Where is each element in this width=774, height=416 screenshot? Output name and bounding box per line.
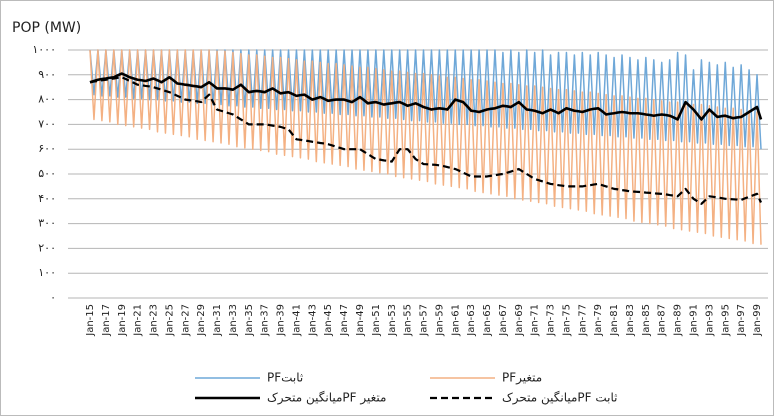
x-tick-label: Jan-17 — [101, 304, 112, 337]
x-tick-label: Jan-67 — [498, 304, 509, 337]
y-tick-label: ۶۰۰ — [38, 142, 56, 155]
x-tick-label: Jan-57 — [419, 304, 430, 337]
x-tick-label: Jan-21 — [133, 304, 144, 337]
x-tick-label: Jan-79 — [593, 304, 604, 337]
x-tick-label: Jan-77 — [577, 304, 588, 337]
x-tick-label: Jan-19 — [117, 304, 128, 337]
y-tick-label: ۴۰۰ — [38, 192, 56, 205]
x-tick-label: Jan-55 — [403, 304, 414, 337]
x-tick-label: Jan-93 — [704, 304, 715, 337]
x-tick-label: Jan-49 — [355, 304, 366, 337]
x-tick-label: Jan-97 — [736, 304, 747, 337]
y-tick-label: ۷۰۰ — [38, 117, 56, 130]
x-tick-label: Jan-27 — [180, 304, 191, 337]
legend-label: متغیر PFمیانگین متحرک — [267, 391, 386, 406]
x-tick-label: Jan-31 — [212, 304, 223, 337]
y-tick-label: ۲۰۰ — [38, 241, 56, 254]
x-tick-label: Jan-37 — [260, 304, 271, 337]
x-tick-label: Jan-29 — [196, 304, 207, 337]
x-tick-label: Jan-43 — [307, 304, 318, 337]
y-tick-label: ۱۰۰ — [38, 266, 56, 279]
y-tick-label: ۵۰۰ — [38, 167, 56, 180]
x-tick-label: Jan-59 — [434, 304, 445, 337]
y-tick-label: ۳۰۰ — [38, 217, 56, 230]
x-tick-label: Jan-51 — [371, 304, 382, 337]
x-tick-label: Jan-39 — [276, 304, 287, 337]
x-tick-label: Jan-83 — [625, 304, 636, 337]
x-tick-label: Jan-75 — [561, 304, 572, 337]
x-tick-label: Jan-33 — [228, 304, 239, 337]
legend-label: ثابت PFمیانگین متحرک — [502, 391, 617, 406]
y-tick-label: ۱۰۰۰ — [32, 43, 56, 56]
x-tick-label: Jan-41 — [291, 304, 302, 337]
x-tick-label: Jan-95 — [720, 304, 731, 337]
x-tick-label: Jan-73 — [546, 304, 557, 337]
x-tick-label: Jan-45 — [323, 304, 334, 337]
legend-label: PFمتغیر — [502, 371, 542, 386]
y-tick-label: ۰ — [50, 291, 56, 304]
x-tick-label: Jan-61 — [450, 304, 461, 337]
series-line — [89, 72, 763, 121]
series-line — [89, 76, 763, 205]
legend-label: PFثابت — [267, 371, 303, 385]
series-line — [89, 49, 762, 245]
x-tick-label: Jan-87 — [657, 304, 668, 337]
y-tick-label: ۸۰۰ — [38, 93, 56, 106]
x-tick-label: Jan-85 — [641, 304, 652, 337]
x-tick-label: Jan-25 — [164, 304, 175, 337]
x-tick-label: Jan-63 — [466, 304, 477, 337]
x-tick-label: Jan-15 — [85, 304, 96, 337]
y-tick-label: ۹۰۰ — [38, 68, 56, 81]
chart-title: POP (MW) — [12, 20, 81, 36]
x-tick-label: Jan-69 — [514, 304, 525, 337]
x-tick-label: Jan-23 — [149, 304, 160, 337]
x-tick-label: Jan-91 — [689, 304, 700, 337]
x-tick-label: Jan-47 — [339, 304, 350, 337]
x-tick-label: Jan-81 — [609, 304, 620, 337]
x-tick-label: Jan-89 — [673, 304, 684, 337]
x-tick-label: Jan-53 — [387, 304, 398, 337]
x-tick-label: Jan-65 — [482, 304, 493, 337]
x-tick-label: Jan-35 — [244, 304, 255, 337]
x-tick-label: Jan-71 — [530, 304, 541, 337]
x-tick-label: Jan-99 — [752, 304, 763, 337]
